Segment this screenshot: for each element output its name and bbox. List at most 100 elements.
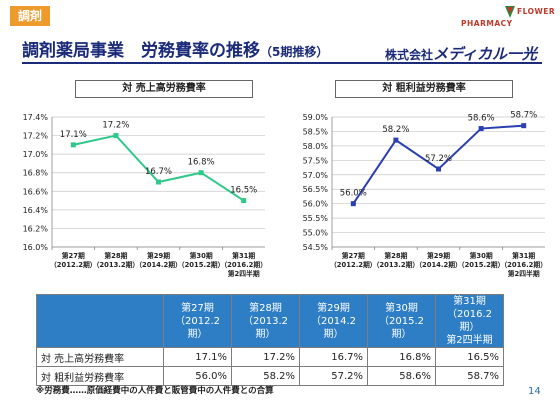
data-label: 17.1% [60, 130, 87, 140]
table-cell: 16.8% [367, 347, 436, 367]
data-point [393, 137, 399, 143]
y-tick-label: 58.5% [303, 127, 329, 136]
data-point [436, 166, 441, 172]
sales-labor-ratio-chart: 16.0% 16.2% 16.4% 16.6% 16.8% 17.0% 17.2% 17.4%… [23, 113, 267, 278]
y-tick-label: 17.2% [23, 132, 49, 141]
y-tick-label: 56.0% [303, 200, 329, 209]
title-underline [22, 62, 542, 64]
logo-text-left: PHARMACY [461, 19, 513, 28]
x-tick-label: （2015.2期） [178, 260, 225, 269]
table-header: 第27期 （2012.2期） [163, 294, 232, 348]
y-tick-label: 16.8% [23, 169, 49, 178]
data-point [70, 142, 76, 148]
table-header-row: 第27期 （2012.2期） 第28期 （2013.2期） 第29期 （2014.2期… [36, 294, 504, 348]
table-cell: 16.5% [435, 347, 504, 367]
x-tick-label: 第30期 [470, 251, 493, 260]
page-number: 14 [528, 386, 541, 397]
x-tick-label: （2012.2期） [330, 260, 377, 269]
data-label: 16.5% [230, 186, 257, 196]
y-tick-label: 55.5% [303, 214, 329, 223]
x-tick-label: 第28期 [384, 251, 407, 260]
company-brand: メディカル一光 [433, 45, 537, 63]
data-point [478, 126, 484, 132]
logo-text-right: FLOWER [517, 7, 555, 16]
table-corner [36, 294, 164, 348]
table-cell: 57.2% [299, 366, 368, 386]
data-point [521, 123, 527, 129]
y-tick-label: 59.0% [303, 113, 329, 122]
x-tick-label: 第29期 [427, 251, 450, 260]
y-tick-label: 16.0% [23, 243, 49, 252]
x-tick-label: 第2四半期 [508, 269, 540, 278]
table-cell: 58.2% [231, 366, 300, 386]
y-tick-label: 54.5% [303, 243, 329, 252]
x-tick-label: （2015.2期） [458, 260, 505, 269]
x-tick-label: 第27期 [62, 251, 85, 260]
company-name: 株式会社メディカル一光 [385, 43, 537, 64]
data-label: 58.2% [382, 125, 409, 135]
table-cell: 16.7% [299, 347, 368, 367]
title-subtitle: （5期推移） [260, 45, 329, 59]
grossprofit-labor-ratio-chart: 54.5% 55.0% 55.5% 56.0% 56.5% 57.0% 57.5% 58.0%… [303, 111, 547, 278]
x-tick-label: 第30期 [190, 251, 213, 260]
x-tick-label: （2014.2期） [415, 260, 462, 269]
table-row: 対 売上高労務費率 17.1% 17.2% 16.7% 16.8% 16.5% [36, 347, 504, 367]
series-line [352, 124, 524, 205]
y-tick-label: 17.0% [23, 150, 49, 159]
pharmacy-flower-logo: PHARMACY FLOWER [461, 6, 555, 28]
x-tick-label: （2013.2期） [93, 260, 140, 269]
x-tick-label: （2016.2期） [500, 260, 547, 269]
data-label: 56.0% [340, 189, 367, 199]
x-tick-label: 第31期 [232, 251, 255, 260]
table-cell: 17.2% [231, 347, 300, 367]
company-prefix: 株式会社 [385, 48, 434, 62]
logo-flower-icon [507, 7, 513, 14]
footnote: ※労務費……原価経費中の人件費と販管費中の人件費との合算 [36, 386, 274, 396]
data-point [241, 198, 247, 204]
y-tick-label: 16.6% [23, 187, 49, 196]
y-tick-label: 57.0% [303, 171, 329, 180]
x-tick-label: （2016.2期） [220, 260, 267, 269]
data-label: 57.2% [425, 154, 452, 164]
title-main: 調剤薬局事業 労務費率の推移 [22, 41, 260, 61]
y-tick-label: 16.4% [23, 206, 49, 215]
data-label: 16.7% [145, 167, 172, 177]
x-tick-label: 第29期 [147, 251, 170, 260]
table-cell: 58.7% [435, 366, 504, 386]
data-label: 17.2% [102, 121, 129, 131]
data-label: 58.7% [510, 111, 537, 121]
y-tick-label: 16.2% [23, 224, 49, 233]
table-cell: 58.6% [367, 366, 436, 386]
table-header: 第30期 （2015.2期） [367, 294, 436, 348]
data-point [198, 170, 204, 176]
page-title: 調剤薬局事業 労務費率の推移（5期推移） [22, 36, 328, 61]
row-label: 対 売上高労務費率 [36, 347, 164, 367]
y-tick-label: 56.5% [303, 185, 329, 194]
table-header: 第29期 （2014.2期） [299, 294, 368, 348]
table-cell: 17.1% [163, 347, 232, 367]
table-header: 第28期 （2013.2期） [231, 294, 300, 348]
y-tick-label: 57.5% [303, 156, 329, 165]
data-point [156, 179, 161, 185]
x-tick-label: 第2四半期 [228, 269, 260, 278]
x-tick-label: 第27期 [342, 251, 365, 260]
x-tick-label: （2013.2期） [373, 260, 420, 269]
data-point [350, 201, 356, 207]
x-tick-label: （2012.2期） [50, 260, 97, 269]
x-tick-label: （2014.2期） [135, 260, 182, 269]
x-tick-label: 第31期 [512, 251, 535, 260]
data-label: 58.6% [468, 114, 495, 124]
y-tick-label: 17.4% [23, 113, 49, 122]
chart2-title: 対 粗利益労務費率 [335, 80, 513, 98]
table-header: 第31期 （2016.2期） 第2四半期 [435, 294, 504, 348]
data-table: 第27期 （2012.2期） 第28期 （2013.2期） 第29期 （2014.2期… [36, 294, 504, 386]
y-tick-label: 55.0% [303, 229, 329, 238]
data-point [113, 133, 119, 139]
chart1-title: 対 売上高労務費率 [75, 80, 253, 98]
table-row: 対 粗利益労務費率 56.0% 58.2% 57.2% 58.6% 58.7% [36, 366, 504, 386]
data-label: 16.8% [188, 158, 215, 168]
table-cell: 56.0% [163, 366, 232, 386]
x-tick-label: 第28期 [104, 251, 127, 260]
row-label: 対 粗利益労務費率 [36, 366, 164, 386]
category-tag: 調剤 [10, 6, 50, 26]
